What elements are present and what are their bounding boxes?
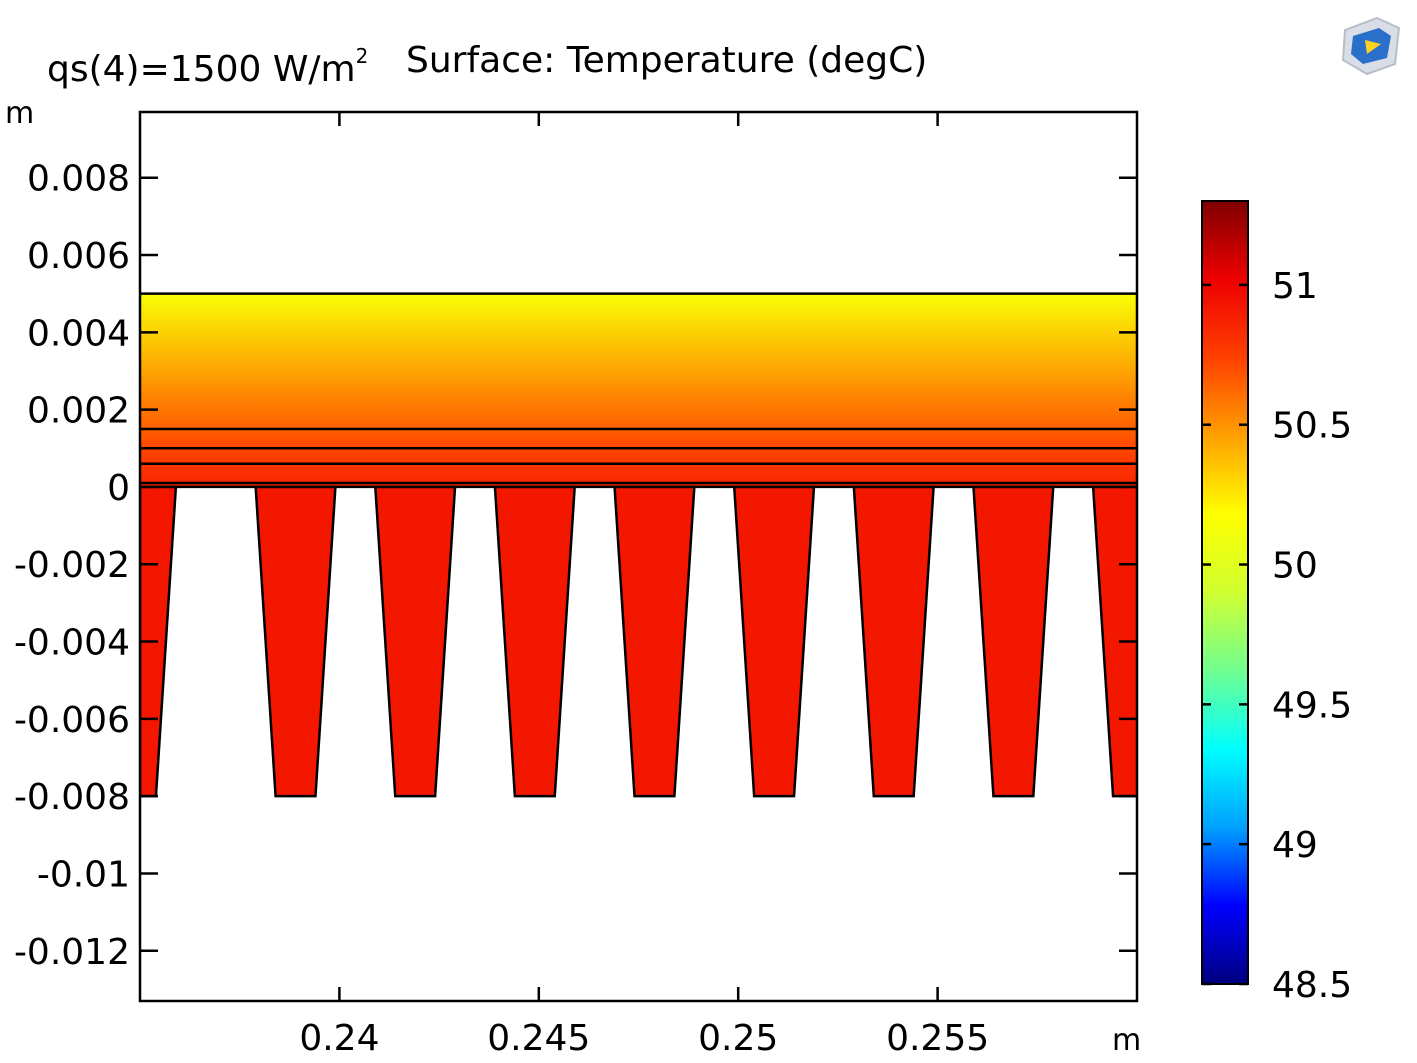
colorbar-tick-label: 50 [1272, 546, 1318, 587]
y-tick-label: -0.012 [14, 932, 130, 973]
fin-shape [373, 485, 457, 798]
y-tick-label: 0.002 [27, 391, 130, 432]
y-tick-label: 0 [107, 468, 130, 509]
colorbar-tick-label: 51 [1272, 266, 1318, 307]
fin-shape [613, 485, 696, 798]
y-tick-label: -0.006 [14, 700, 130, 741]
x-tick-label: 0.245 [487, 1018, 590, 1059]
y-tick-label: -0.002 [14, 545, 130, 586]
x-tick-label: 0.25 [698, 1018, 778, 1059]
chart-title: Surface: Temperature (degC) [406, 40, 928, 81]
y-tick-label: 0.006 [27, 236, 130, 277]
axis-ticks: 0.24 0.245 0.25 0.255 0.008 0.006 0.004 0.002 0 -… [14, 112, 1137, 1059]
heat-layers [140, 293, 1137, 487]
x-axis-unit: m [1112, 1023, 1141, 1058]
axes-frame [138, 110, 1139, 1003]
y-tick-label: -0.01 [37, 854, 130, 895]
fin-shape [972, 485, 1055, 798]
heat-layer [140, 463, 1137, 484]
app-logo-icon [1341, 16, 1401, 76]
y-tick-label: -0.004 [14, 623, 130, 664]
parameter-label: qs(4)=1500 W/m2 [47, 44, 368, 90]
parameter-label-exponent: 2 [355, 44, 369, 68]
x-tick-label: 0.255 [886, 1018, 989, 1059]
interface-lines [140, 292, 1137, 489]
fin-shapes [140, 485, 1137, 798]
colorbar [1201, 200, 1249, 985]
y-tick-label: 0.008 [27, 159, 130, 200]
heat-layer [140, 428, 1137, 449]
y-tick-label: 0.004 [27, 313, 130, 354]
colorbar-ticks: 51 50.5 50 49.5 49 48.5 [1202, 266, 1352, 1006]
x-tick-label: 0.24 [299, 1018, 379, 1059]
colorbar-tick-label: 50.5 [1272, 406, 1352, 447]
y-axis-unit: m [5, 96, 34, 131]
fin-shape [732, 485, 816, 798]
colorbar-tick-label: 49 [1272, 825, 1318, 866]
heat-layer [140, 483, 1137, 487]
y-tick-label: -0.008 [14, 777, 130, 818]
fin-shape [254, 485, 337, 798]
heat-layer [140, 448, 1137, 464]
fin-shape [493, 485, 577, 798]
fin-shape [852, 485, 935, 798]
colorbar-tick-label: 48.5 [1272, 965, 1352, 1006]
heat-layer [140, 293, 1137, 429]
parameter-label-text: qs(4)=1500 W/m [47, 49, 356, 90]
colorbar-tick-label: 49.5 [1272, 685, 1352, 726]
